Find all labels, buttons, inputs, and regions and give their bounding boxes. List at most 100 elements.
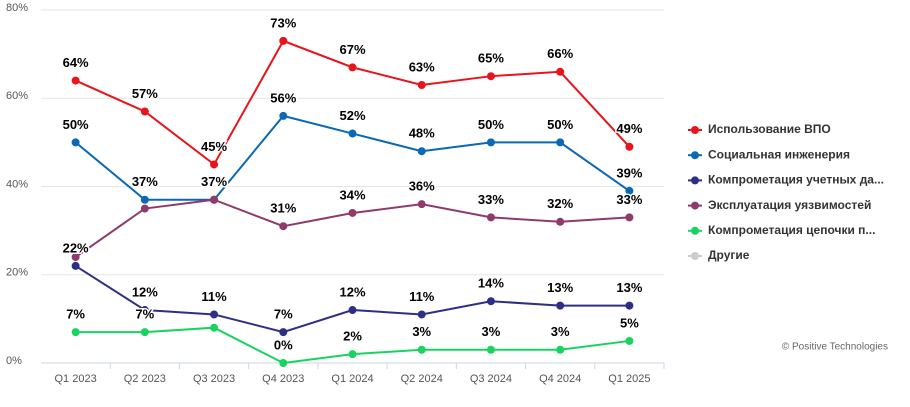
data-point (348, 129, 357, 138)
data-point (556, 217, 565, 226)
data-label: 63% (409, 59, 435, 74)
data-label: 66% (547, 46, 573, 61)
data-label: 39% (616, 165, 642, 180)
data-point (140, 204, 149, 213)
data-point (625, 186, 634, 195)
legend-label: Социальная инженерия (708, 147, 850, 161)
x-tick-label: Q1 2023 (55, 373, 97, 385)
legend-marker (691, 226, 699, 235)
data-label: 13% (616, 280, 642, 295)
data-point (140, 195, 149, 204)
x-tick-label: Q1 2024 (331, 373, 373, 385)
data-label: 67% (339, 42, 365, 57)
data-point (348, 63, 357, 72)
data-point (71, 253, 80, 262)
data-point (348, 350, 357, 359)
data-point (625, 336, 634, 345)
legend-marker (691, 126, 699, 134)
data-point (556, 345, 565, 354)
data-point (279, 36, 288, 45)
data-label: 50% (478, 117, 504, 132)
data-point (279, 222, 288, 231)
data-point (279, 111, 288, 120)
data-point (71, 328, 80, 337)
y-tick-label: 80% (6, 2, 28, 14)
data-point (71, 261, 80, 270)
data-label: 37% (132, 174, 158, 189)
data-label: 33% (616, 192, 642, 207)
data-label: 3% (482, 324, 501, 339)
x-tick-label: Q2 2024 (401, 373, 443, 385)
data-point (556, 67, 565, 76)
data-label: 32% (547, 196, 573, 211)
data-label: 7% (274, 307, 293, 322)
data-label: 11% (409, 289, 435, 304)
legend-marker (691, 201, 699, 210)
credit: © Positive Technologies (782, 342, 888, 353)
legend-marker (691, 252, 699, 260)
data-label: 0% (274, 337, 293, 352)
data-point (210, 160, 219, 169)
data-label: 3% (412, 324, 431, 339)
data-point (486, 213, 495, 222)
legend-label: Другие (708, 248, 750, 262)
data-label: 52% (339, 108, 365, 123)
x-tick-label: Q3 2023 (193, 373, 235, 385)
y-tick-label: 20% (6, 267, 28, 279)
data-label: 22% (63, 240, 89, 255)
data-label: 3% (551, 324, 570, 339)
data-label: 5% (620, 315, 639, 330)
data-label: 12% (132, 284, 158, 299)
data-point (486, 72, 495, 81)
data-point (71, 138, 80, 147)
y-tick-label: 60% (6, 90, 28, 102)
data-label: 11% (201, 289, 227, 304)
data-point (140, 306, 149, 315)
data-point (486, 345, 495, 354)
data-label: 36% (409, 179, 435, 194)
data-label: 49% (616, 121, 642, 136)
x-tick-label: Q4 2023 (262, 373, 304, 385)
data-point (625, 301, 634, 310)
data-label: 7% (135, 307, 154, 322)
x-tick-label: Q3 2024 (470, 373, 512, 385)
data-point (348, 208, 357, 217)
data-label: 57% (132, 86, 158, 101)
data-point (625, 142, 634, 151)
data-point (279, 328, 288, 337)
data-label: 50% (547, 117, 573, 132)
legend-marker (691, 176, 699, 185)
legend-label: Эксплуатация уязвимостей (708, 198, 871, 212)
data-point (625, 213, 634, 222)
data-point (556, 301, 565, 310)
legend-marker (691, 151, 699, 160)
legend-label: Компрометация учетных да... (708, 173, 884, 187)
data-label: 12% (339, 284, 365, 299)
data-point (417, 345, 426, 354)
legend-label: Компрометация цепочки п... (708, 223, 875, 237)
data-point (210, 323, 219, 332)
data-label: 13% (547, 280, 573, 295)
x-tick-label: Q2 2023 (124, 373, 166, 385)
data-point (417, 147, 426, 156)
data-point (417, 81, 426, 90)
data-label: 7% (66, 307, 85, 322)
data-label: 14% (478, 276, 504, 291)
data-label: 50% (63, 117, 89, 132)
data-label: 56% (270, 90, 296, 105)
data-point (279, 359, 288, 367)
y-tick-label: 40% (6, 178, 28, 190)
data-point (486, 138, 495, 147)
data-label: 37% (201, 174, 227, 189)
data-label: 34% (339, 187, 365, 202)
data-point (486, 297, 495, 306)
data-point (210, 195, 219, 204)
data-point (210, 310, 219, 319)
data-point (556, 138, 565, 147)
data-point (140, 328, 149, 337)
data-point (140, 107, 149, 116)
data-label: 65% (478, 51, 504, 66)
data-point (417, 200, 426, 209)
data-label: 2% (343, 329, 362, 344)
